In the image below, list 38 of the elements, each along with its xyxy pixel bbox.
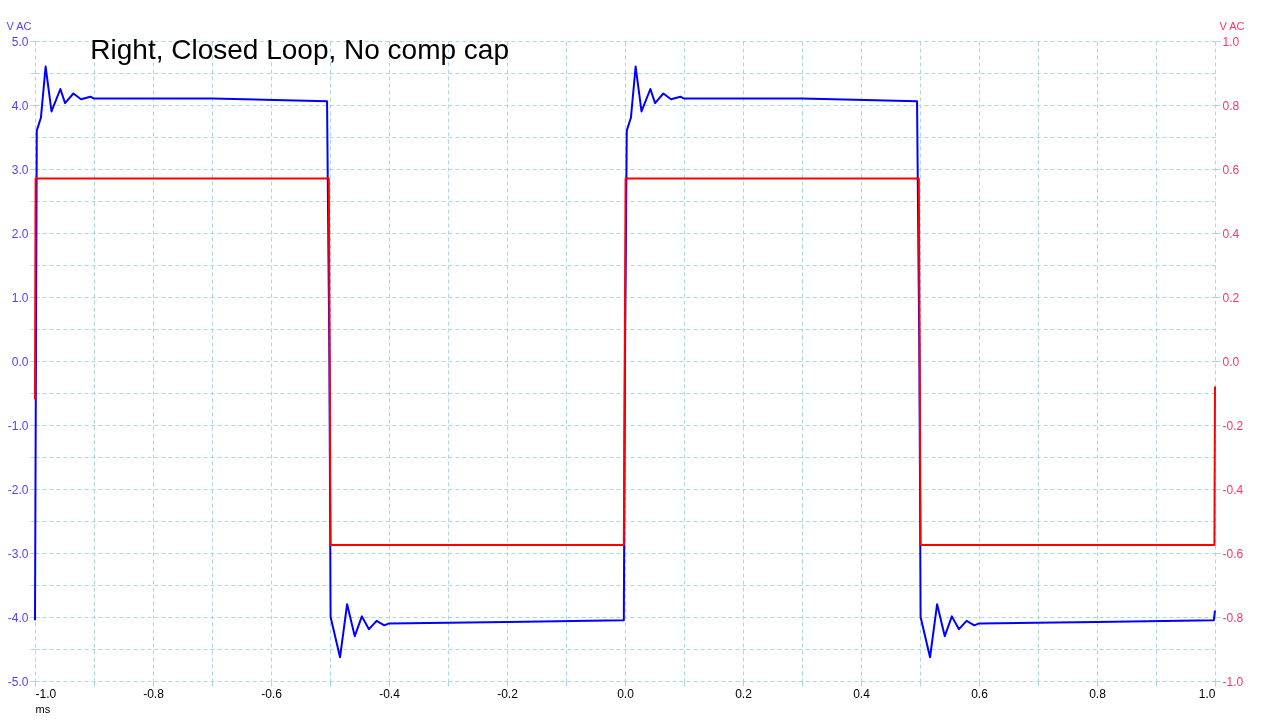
x-axis-title: ms xyxy=(35,702,51,715)
chart-title: Right, Closed Loop, No comp cap xyxy=(90,34,510,65)
x-tick-label: -0.8 xyxy=(143,686,165,701)
x-tick-label: -0.4 xyxy=(379,686,401,701)
y-tick-label: -5.0 xyxy=(7,674,29,689)
x-tick-label: 0.2 xyxy=(735,686,753,701)
x-tick-label: 0.0 xyxy=(617,686,635,701)
y2-tick-label: -0.8 xyxy=(1222,610,1244,625)
y2-tick-label: 0.6 xyxy=(1222,162,1240,177)
y2-tick-label: -0.2 xyxy=(1222,418,1244,433)
y2-tick-label: -0.6 xyxy=(1222,546,1244,561)
y2-tick-label: 0.8 xyxy=(1222,98,1240,113)
y2-tick-label: 0.0 xyxy=(1222,354,1240,369)
x-tick-label: -1.0 xyxy=(35,686,57,701)
y-tick-label: 2.0 xyxy=(11,226,29,241)
y-tick-label: -1.0 xyxy=(7,418,29,433)
y2-tick-label: 0.4 xyxy=(1222,226,1240,241)
y-tick-label: 4.0 xyxy=(11,98,29,113)
y-tick-label: 1.0 xyxy=(11,290,29,305)
y2-tick-label: 1.0 xyxy=(1222,34,1240,49)
line-series xyxy=(34,177,1216,546)
y-tick-label: 5.0 xyxy=(11,34,29,49)
y2-tick-label: -0.4 xyxy=(1222,482,1244,497)
x-tick-label: -0.6 xyxy=(261,686,283,701)
y-tick-label: -4.0 xyxy=(7,610,29,625)
y-axis-title: V AC xyxy=(6,19,32,32)
x-tick-label: 0.4 xyxy=(853,686,871,701)
x-tick-label: 1.0 xyxy=(1198,686,1216,701)
y2-tick-label: 0.2 xyxy=(1222,290,1240,305)
x-tick-label: 0.6 xyxy=(971,686,989,701)
x-tick-label: -0.2 xyxy=(497,686,519,701)
y-tick-label: -2.0 xyxy=(7,482,29,497)
y2-axis-title: V AC xyxy=(1219,19,1245,32)
y-tick-label: 3.0 xyxy=(11,162,29,177)
x-tick-label: 0.8 xyxy=(1089,686,1107,701)
y-tick-label: 0.0 xyxy=(11,354,29,369)
y-tick-label: -3.0 xyxy=(7,546,29,561)
y2-tick-label: -1.0 xyxy=(1222,674,1244,689)
